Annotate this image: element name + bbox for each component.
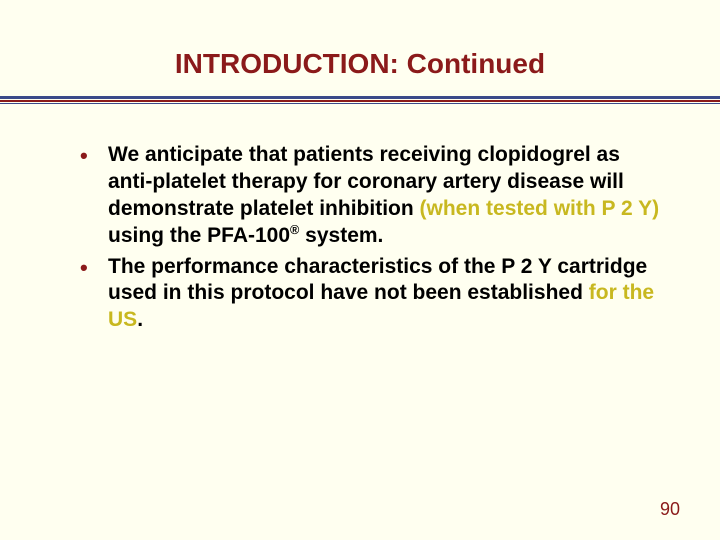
content-area: We anticipate that patients receiving cl… bbox=[0, 104, 720, 334]
header-area: INTRODUCTION: Continued bbox=[0, 0, 720, 96]
divider-line-mid bbox=[0, 100, 720, 102]
page-number: 90 bbox=[660, 499, 680, 520]
text-segment: The performance characteristics of the P… bbox=[108, 255, 647, 305]
text-segment: . bbox=[137, 308, 143, 331]
page-title: INTRODUCTION: Continued bbox=[0, 48, 720, 80]
text-segment: ® bbox=[290, 223, 299, 237]
divider-line-top bbox=[0, 96, 720, 99]
bullet-item: We anticipate that patients receiving cl… bbox=[80, 142, 660, 250]
text-segment: system. bbox=[299, 224, 383, 247]
bullet-item: The performance characteristics of the P… bbox=[80, 254, 660, 335]
divider bbox=[0, 96, 720, 104]
text-segment: using the PFA-100 bbox=[108, 224, 290, 247]
text-segment: (when tested with P 2 Y) bbox=[420, 197, 660, 220]
bullet-list: We anticipate that patients receiving cl… bbox=[80, 142, 660, 334]
